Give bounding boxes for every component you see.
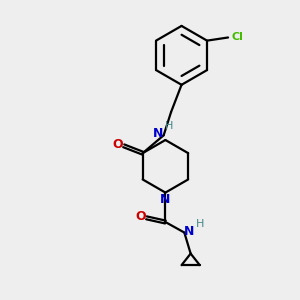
Text: Cl: Cl bbox=[232, 32, 244, 43]
Text: O: O bbox=[135, 210, 146, 223]
Text: H: H bbox=[165, 121, 174, 131]
Text: N: N bbox=[160, 193, 171, 206]
Text: N: N bbox=[153, 127, 163, 140]
Text: H: H bbox=[196, 219, 204, 229]
Text: N: N bbox=[184, 225, 194, 238]
Text: O: O bbox=[112, 138, 123, 151]
